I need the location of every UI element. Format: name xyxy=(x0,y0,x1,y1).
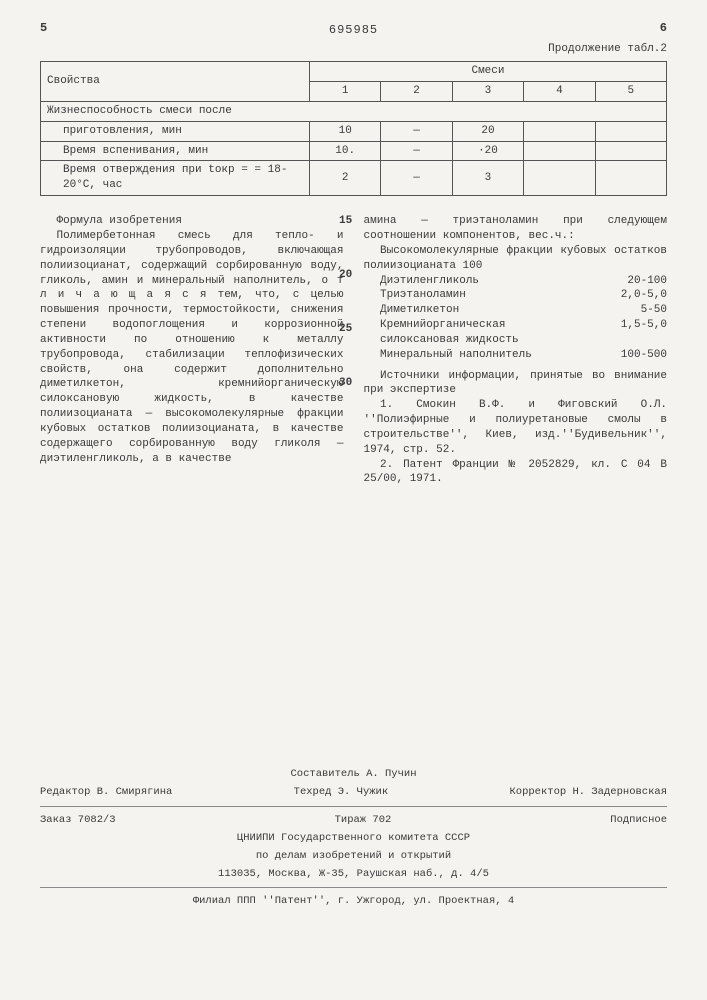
ratio-row: Диметилкетон5-50 xyxy=(364,303,668,318)
components-title: Высокомолекулярные фракции кубовых остат… xyxy=(364,244,668,274)
table-row: Время отверждения при tокр = = 18-20°С, … xyxy=(41,161,667,196)
row-group-label: Жизнеспособность смеси после xyxy=(41,101,667,121)
filial: Филиал ППП ''Патент'', г. Ужгород, ул. П… xyxy=(40,894,667,908)
left-column: Формула изобретения Полимербетонная смес… xyxy=(40,214,344,487)
col-5: 5 xyxy=(595,82,666,102)
editor: Редактор В. Смирягина xyxy=(40,785,172,799)
page-col-right: 6 xyxy=(660,20,667,36)
table-row: приготовления, мин 10 — 20 xyxy=(41,121,667,141)
org-line-2: по делам изобретений и открытий xyxy=(40,849,667,863)
right-lead: амина — триэтаноламин при следующем соот… xyxy=(364,214,668,244)
compiler: Составитель А. Пучин xyxy=(40,767,667,781)
line-num-15: 15 xyxy=(339,214,352,229)
org-address: 113035, Москва, Ж-35, Раушская наб., д. … xyxy=(40,867,667,881)
ratio-row: Минеральный наполнитель100-500 xyxy=(364,348,668,363)
org-line-1: ЦНИИПИ Государственного комитета СССР xyxy=(40,831,667,845)
col-1: 1 xyxy=(310,82,381,102)
claims-title: Формула изобретения xyxy=(40,214,344,229)
source-2: 2. Патент Франции № 2052829, кл. С 04 В … xyxy=(364,458,668,488)
col-header-mixes: Смеси xyxy=(310,62,667,82)
footer-block: Составитель А. Пучин Редактор В. Смиряги… xyxy=(40,767,667,908)
tirazh: Тираж 702 xyxy=(335,813,392,827)
ratio-row: Триэтаноламин2,0-5,0 xyxy=(364,288,668,303)
page-col-left: 5 xyxy=(40,20,47,36)
col-4: 4 xyxy=(524,82,595,102)
col-header-properties: Свойства xyxy=(41,62,310,102)
right-column: амина — триэтаноламин при следующем соот… xyxy=(364,214,668,487)
col-3: 3 xyxy=(452,82,523,102)
source-1: 1. Смокин В.Ф. и Фиговский О.Л. ''Полиэф… xyxy=(364,398,668,457)
sign-type: Подписное xyxy=(610,813,667,827)
properties-table: Свойства Смеси 1 2 3 4 5 Жизнеспособност… xyxy=(40,61,667,196)
sources-title: Источники информации, принятые во вниман… xyxy=(364,369,668,399)
line-num-25: 25 xyxy=(339,322,352,337)
line-num-20: 20 xyxy=(339,268,352,283)
techred: Техред Э. Чужик xyxy=(294,785,389,799)
table-continuation-label: Продолжение табл.2 xyxy=(40,42,667,57)
corrector: Корректор Н. Задерновская xyxy=(509,785,667,799)
col-2: 2 xyxy=(381,82,452,102)
line-num-30: 30 xyxy=(339,376,352,391)
patent-number: 695985 xyxy=(40,22,667,38)
order-no: Заказ 7082/3 xyxy=(40,813,116,827)
ratio-row: Кремнийорганическая силоксановая жидкост… xyxy=(364,318,668,348)
table-row: Время вспенивания, мин 10. — ·20 xyxy=(41,141,667,161)
ratio-row: Диэтиленгликоль20-100 xyxy=(364,274,668,289)
claims-body: Полимербетонная смесь для тепло- и гидро… xyxy=(40,229,344,467)
